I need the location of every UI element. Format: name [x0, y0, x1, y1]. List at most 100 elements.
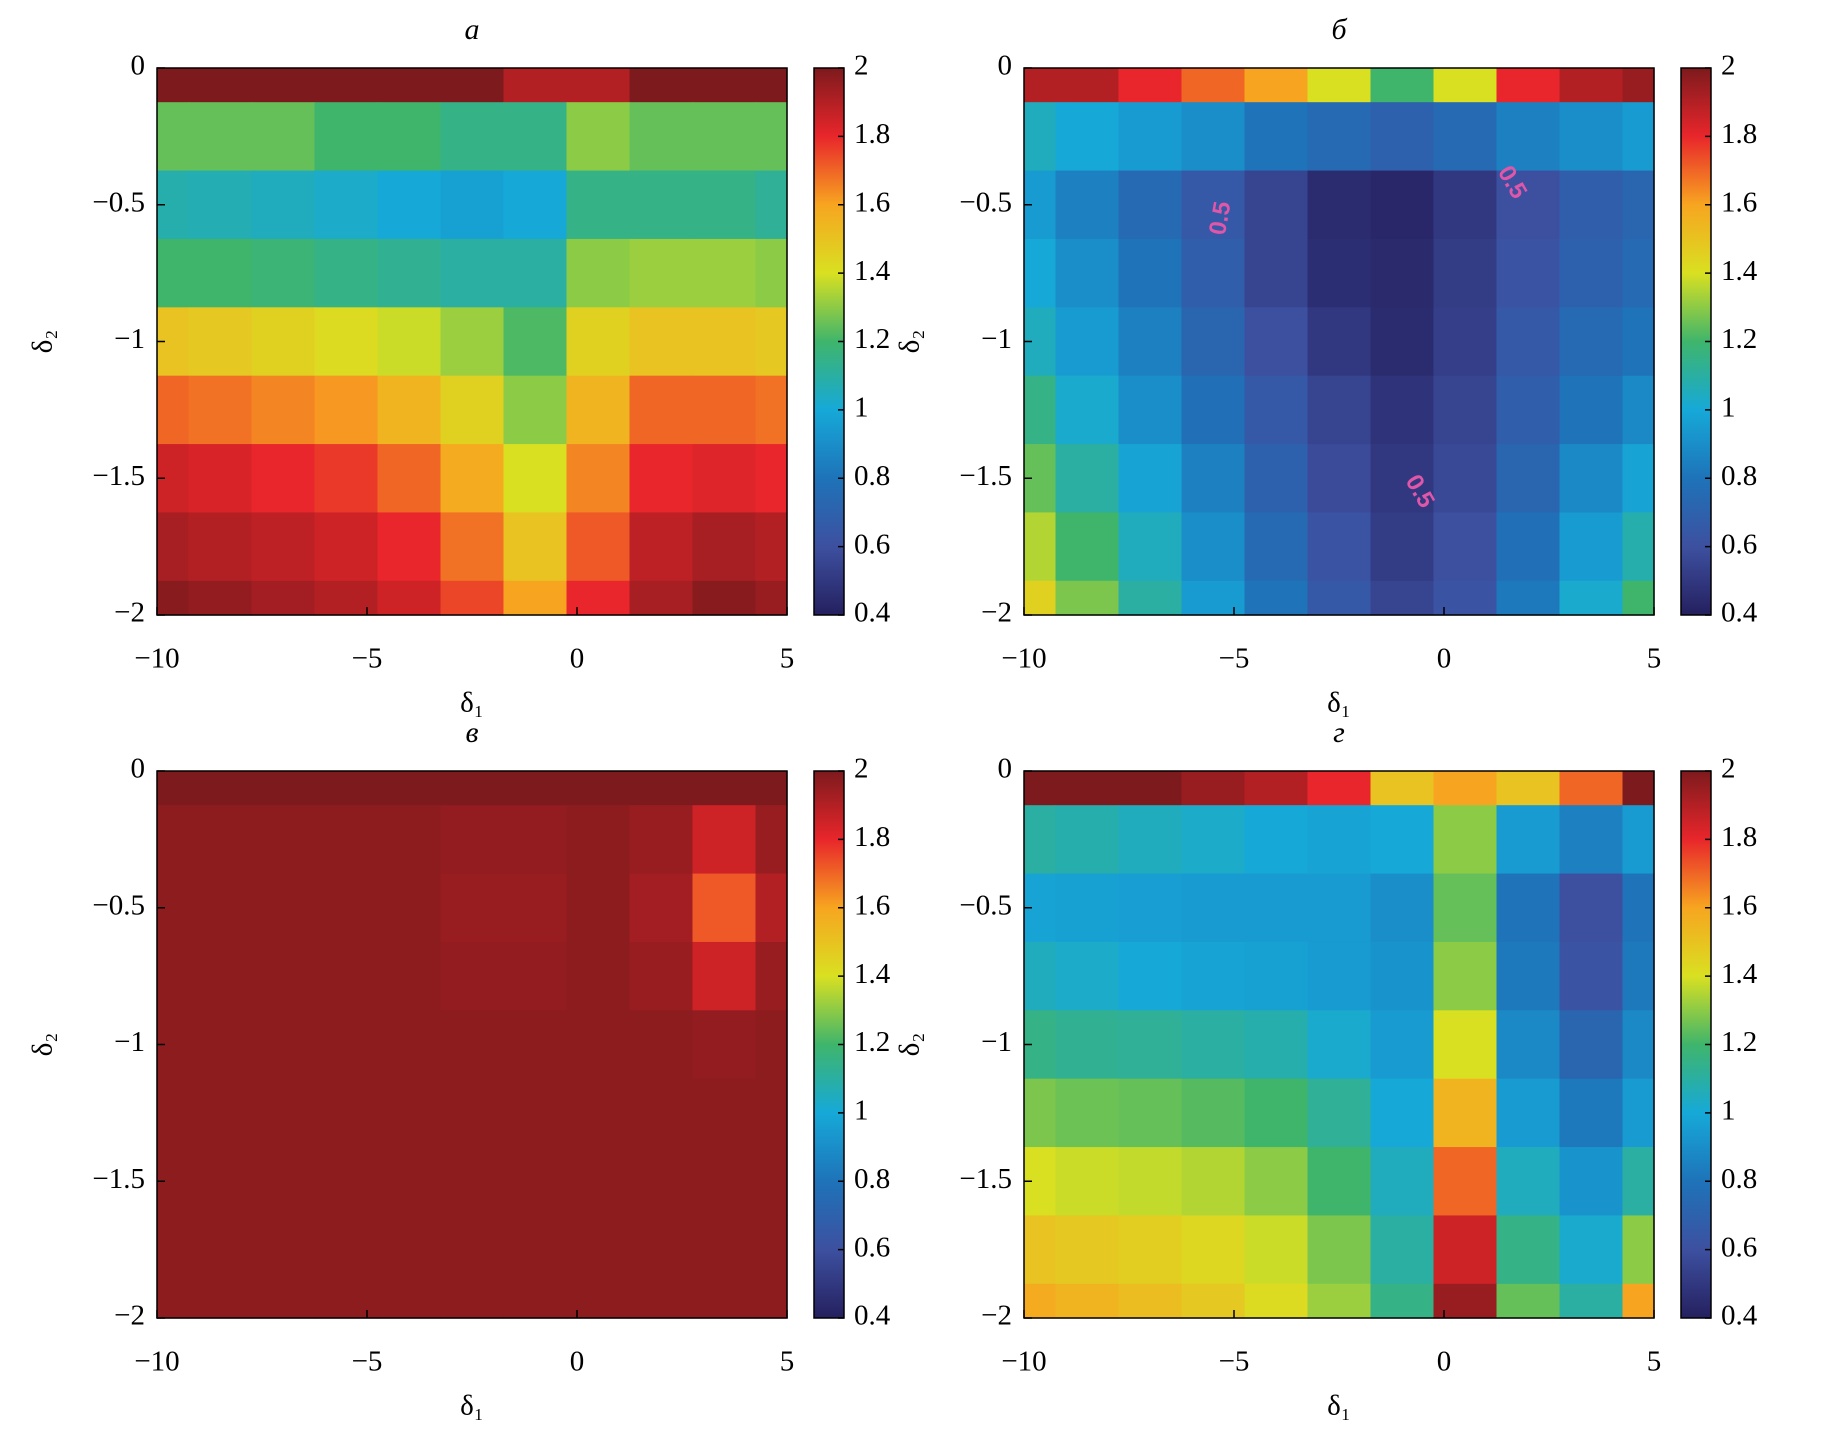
heat-cell [755, 375, 788, 445]
heat-cell [1433, 580, 1498, 616]
heat-cell [377, 68, 442, 103]
y-tick-label: 0 [998, 50, 1013, 82]
heat-cell [629, 1147, 694, 1217]
heat-cell [251, 375, 316, 445]
heat-cell [755, 1215, 788, 1285]
heat-cell [1055, 580, 1120, 616]
heat-cell [188, 170, 253, 240]
heat-cell [1559, 375, 1624, 445]
heat-cell [1181, 102, 1246, 172]
y-tick-label: −0.5 [92, 186, 145, 218]
colorbar-tick-label: 1.6 [854, 889, 890, 921]
colorbar-tick-label: 1.4 [1721, 255, 1758, 287]
heat-cell [1118, 941, 1183, 1011]
panel-title: б [1331, 13, 1347, 46]
heat-cell [1433, 307, 1498, 377]
heat-cell [503, 941, 568, 1011]
heat-cell [1433, 873, 1498, 943]
heat-cell [692, 68, 757, 103]
heat-cell [314, 1010, 379, 1080]
heat-cell [503, 1215, 568, 1285]
heat-cell [251, 444, 316, 514]
heat-cell [157, 68, 190, 103]
heat-cell [440, 1283, 505, 1319]
colorbar-tick-label: 1 [1721, 1095, 1736, 1127]
heat-cell [1055, 307, 1120, 377]
heat-cell [1118, 805, 1183, 875]
heat-cell [1370, 1078, 1435, 1148]
heat-cell [1496, 68, 1561, 103]
heat-cell [629, 1010, 694, 1080]
heat-cell [1496, 444, 1561, 514]
heat-cell [566, 238, 631, 308]
heat-cell [1496, 771, 1561, 806]
heat-cell [1055, 1078, 1120, 1148]
heat-cell [692, 238, 757, 308]
heat-cell [1118, 1078, 1183, 1148]
heat-cell [251, 68, 316, 103]
heat-cell [1496, 873, 1561, 943]
heat-cell [755, 512, 788, 582]
heat-cell [1181, 580, 1246, 616]
heat-cell [566, 512, 631, 582]
heat-cell [1433, 102, 1498, 172]
heat-cell [157, 1215, 190, 1285]
heat-cell [755, 170, 788, 240]
heat-cell [251, 805, 316, 875]
heat-cell [1118, 444, 1183, 514]
heat-cell [1622, 512, 1655, 582]
heat-cell [692, 1010, 757, 1080]
y-axis-label: δ₂ [894, 1033, 926, 1057]
heat-cell [1370, 873, 1435, 943]
heat-cell [1024, 580, 1057, 616]
heat-cell [1307, 375, 1372, 445]
heat-cell [440, 580, 505, 616]
heat-cell [692, 307, 757, 377]
heat-cell [1307, 1078, 1372, 1148]
heat-cell [1118, 512, 1183, 582]
heat-cell [1307, 580, 1372, 616]
x-tick-label: 0 [1437, 643, 1452, 675]
heat-cell [755, 307, 788, 377]
heat-cell [629, 444, 694, 514]
colorbar-tick-label: 2 [1721, 50, 1736, 82]
heat-cell [314, 941, 379, 1011]
heat-cell [314, 238, 379, 308]
heat-cell [566, 68, 631, 103]
heat-cell [188, 941, 253, 1011]
heat-cell [1433, 1078, 1498, 1148]
heat-cell [503, 1147, 568, 1217]
heat-cell [1307, 512, 1372, 582]
heat-cell [1496, 941, 1561, 1011]
heat-cell [1622, 1010, 1655, 1080]
heat-cell [1307, 307, 1372, 377]
heat-cell [157, 805, 190, 875]
heat-cell [1559, 1215, 1624, 1285]
heat-cell [251, 771, 316, 806]
heat-cell [566, 444, 631, 514]
heat-cell [1024, 1283, 1057, 1319]
heat-cell [251, 102, 316, 172]
heat-cell [692, 375, 757, 445]
heat-cell [377, 444, 442, 514]
heat-cell [1055, 68, 1120, 103]
heat-cell [314, 805, 379, 875]
heat-cell [692, 170, 757, 240]
heat-cell [1307, 444, 1372, 514]
heat-cell [629, 580, 694, 616]
heat-cell [629, 238, 694, 308]
colorbar-tick-label: 1.4 [1721, 958, 1758, 990]
heat-cell [692, 941, 757, 1011]
heat-cell [1055, 873, 1120, 943]
heat-cell [1622, 1215, 1655, 1285]
colorbar-tick-label: 0.6 [1721, 1231, 1757, 1263]
colorbar-tick-label: 1.4 [854, 958, 891, 990]
heat-cell [1370, 102, 1435, 172]
panel: −10 −5 0 5 0 −0.5 −1 −1.5 −2 г δ₁ δ₂ 0.4 0.6 0.8 1 1.2 1.… [894, 716, 1758, 1422]
heat-cell [440, 941, 505, 1011]
heat-cell [1433, 941, 1498, 1011]
heat-cell [566, 1010, 631, 1080]
heat-cell [1370, 1147, 1435, 1217]
heat-cell [1496, 1010, 1561, 1080]
heat-cell [1024, 805, 1057, 875]
